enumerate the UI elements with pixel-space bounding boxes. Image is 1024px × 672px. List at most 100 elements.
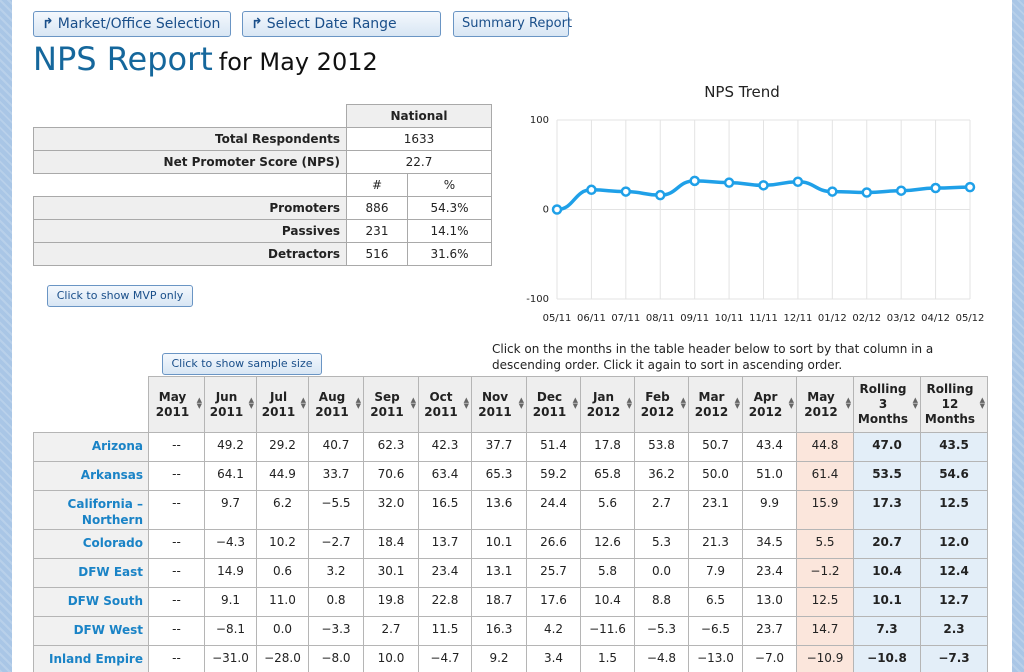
column-header[interactable]: Aug 2011 ▲ ▼	[308, 376, 364, 433]
table-cell: 65.3	[471, 461, 527, 491]
table-cell: 6.5	[688, 587, 743, 617]
column-header[interactable]: May 2012 ▲ ▼	[796, 376, 854, 433]
column-header[interactable]: Jan 2012 ▲ ▼	[580, 376, 635, 433]
column-header[interactable]: Jul 2011 ▲ ▼	[256, 376, 309, 433]
data-point[interactable]	[723, 177, 735, 188]
table-cell: 10.1	[853, 587, 921, 617]
column-header-line: Oct	[429, 389, 453, 404]
table-cell: 0.8	[308, 587, 364, 617]
summary-report-button[interactable]: Summary Report	[453, 11, 572, 37]
data-point[interactable]	[586, 184, 597, 196]
table-cell: 4.2	[526, 616, 581, 646]
table-cell: 53.8	[634, 432, 689, 462]
column-header[interactable]: Oct 2011 ▲ ▼	[418, 376, 472, 433]
column-header[interactable]: Jun 2011 ▲ ▼	[204, 376, 257, 433]
sort-arrows-icon: ▲ ▼	[355, 396, 361, 410]
column-header-line: 2011	[424, 404, 458, 419]
market-name-link[interactable]: Colorado	[33, 529, 149, 559]
data-point[interactable]	[964, 181, 976, 193]
column-header-line: Sep	[374, 389, 400, 404]
table-cell: −5.5	[308, 490, 364, 530]
market-name-link[interactable]: California – Northern	[33, 490, 149, 530]
table-row: Arkansas -- 64.1 44.9 33.7 70.6 63.4 65.3 59.2 65…	[33, 461, 988, 491]
table-cell: 21.3	[688, 529, 743, 559]
data-point[interactable]	[861, 187, 872, 198]
market-name-link[interactable]: Inland Empire	[33, 645, 149, 672]
select-date-range-button[interactable]: ↱ Select Date Range	[242, 11, 441, 37]
detractors-label: Detractors	[33, 242, 347, 266]
column-header[interactable]: Sep 2011 ▲ ▼	[363, 376, 419, 433]
data-point[interactable]	[792, 176, 804, 188]
market-office-selection-label: Market/Office Selection	[57, 16, 221, 32]
table-cell: 10.4	[853, 558, 921, 588]
table-cell: 12.7	[920, 587, 988, 617]
table-cell: 13.1	[471, 558, 527, 588]
table-cell: 10.0	[363, 645, 419, 672]
table-cell: 18.4	[363, 529, 419, 559]
column-header-line: 2011	[261, 404, 296, 419]
data-point[interactable]	[827, 186, 838, 197]
x-tick-label: 12/11	[784, 313, 813, 324]
chart-y-ticks: 100 0 -100	[526, 115, 549, 305]
data-point[interactable]	[758, 180, 769, 191]
table-cell: 2.7	[634, 490, 689, 530]
data-point[interactable]	[551, 204, 563, 215]
table-cell: 11.5	[418, 616, 472, 646]
data-point[interactable]	[620, 186, 632, 197]
table-cell: 7.9	[688, 558, 743, 588]
column-header[interactable]: Rolling 3 Months ▲ ▼	[853, 376, 921, 433]
table-cell: 36.2	[634, 461, 689, 491]
chart-grid	[556, 119, 971, 300]
column-header-line: 3	[878, 397, 888, 411]
column-header-line: Aug	[318, 389, 346, 404]
data-point[interactable]	[930, 182, 941, 194]
table-cell: −2.7	[308, 529, 364, 559]
sort-arrows-icon: ▲ ▼	[518, 396, 524, 410]
table-cell: 16.3	[471, 616, 527, 646]
select-date-range-label: Select Date Range	[266, 16, 397, 32]
table-cell: 22.8	[418, 587, 472, 617]
table-cell: −4.8	[634, 645, 689, 672]
market-name-link[interactable]: DFW West	[33, 616, 149, 646]
column-header-line: 2011	[155, 404, 190, 419]
market-office-selection-button[interactable]: ↱ Market/Office Selection	[33, 11, 231, 37]
sort-arrows-icon: ▲ ▼	[196, 396, 202, 410]
sort-arrows-icon: ▲ ▼	[300, 396, 306, 410]
column-header[interactable]: May 2011 ▲ ▼	[148, 376, 205, 433]
column-header[interactable]: Dec 2011 ▲ ▼	[526, 376, 581, 433]
market-name-link[interactable]: Arizona	[33, 432, 149, 462]
show-sample-size-button[interactable]: Click to show sample size	[162, 353, 322, 375]
table-cell: 34.5	[742, 529, 797, 559]
table-cell: −28.0	[256, 645, 309, 672]
table-row: Inland Empire -- −31.0 −28.0 −8.0 10.0 −4.7 9.2…	[33, 645, 988, 672]
table-cell: 44.9	[256, 461, 309, 491]
table-cell: 15.9	[796, 490, 854, 530]
show-mvp-only-button[interactable]: Click to show MVP only	[47, 285, 193, 307]
data-point[interactable]	[655, 189, 666, 201]
column-header[interactable]: Feb 2012 ▲ ▼	[634, 376, 689, 433]
market-name-link[interactable]: DFW South	[33, 587, 149, 617]
table-cell: 40.7	[308, 432, 364, 462]
column-header[interactable]: Mar 2012 ▲ ▼	[688, 376, 743, 433]
sort-arrows-icon: ▲ ▼	[845, 396, 851, 410]
column-header-line: Dec	[536, 389, 563, 404]
column-header-line: Rolling	[926, 382, 974, 396]
data-point[interactable]	[895, 185, 907, 196]
promoters-count: 886	[346, 196, 408, 220]
column-header[interactable]: Rolling 12 Months ▲ ▼	[920, 376, 988, 433]
column-header[interactable]: Nov 2011 ▲ ▼	[471, 376, 527, 433]
table-cell: 10.1	[471, 529, 527, 559]
table-cell: 19.8	[363, 587, 419, 617]
page-title-sub: for May 2012	[218, 48, 378, 76]
market-name-link[interactable]: Arkansas	[33, 461, 149, 491]
market-name-link[interactable]: DFW East	[33, 558, 149, 588]
table-cell: 43.4	[742, 432, 797, 462]
table-cell: 8.8	[634, 587, 689, 617]
column-header[interactable]: Apr 2012 ▲ ▼	[742, 376, 797, 433]
y-tick-label: -100	[526, 294, 549, 305]
table-cell: −13.0	[688, 645, 743, 672]
chart-title: NPS Trend	[704, 83, 780, 101]
data-point[interactable]	[689, 175, 700, 187]
column-header-line: Months	[857, 412, 909, 426]
chart-x-ticks: 05/11 06/11 07/11 08/11 09/11 10/11 11/11 12/11…	[543, 313, 985, 324]
